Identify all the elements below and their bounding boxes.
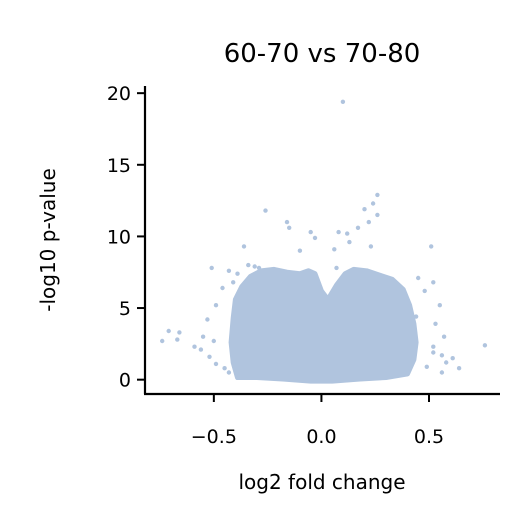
- y-tick-label: 10: [107, 226, 131, 248]
- data-point: [284, 219, 290, 225]
- data-point: [482, 343, 488, 348]
- data-point: [370, 201, 376, 206]
- data-point: [340, 99, 346, 105]
- data-point: [416, 275, 421, 281]
- data-point: [198, 347, 204, 352]
- data-point: [287, 225, 292, 230]
- data-point: [207, 354, 212, 359]
- data-point: [431, 344, 436, 349]
- data-point: [413, 314, 419, 319]
- data-point: [160, 338, 165, 344]
- data-point: [334, 265, 339, 271]
- data-point: [308, 229, 313, 235]
- data-point: [177, 330, 182, 335]
- data-point: [256, 265, 262, 271]
- data-point: [444, 360, 449, 365]
- data-point: [209, 265, 214, 271]
- data-point: [375, 192, 380, 198]
- x-axis-label: log2 fold change: [238, 470, 405, 494]
- data-point: [252, 264, 257, 269]
- chart-title: 60-70 vs 70-80: [224, 39, 421, 69]
- data-point: [431, 350, 436, 355]
- data-point: [345, 231, 350, 236]
- y-tick-label: 20: [107, 83, 131, 105]
- data-point: [439, 353, 445, 358]
- data-point: [297, 248, 303, 253]
- data-point: [222, 366, 227, 371]
- data-point: [200, 334, 206, 339]
- data-point: [355, 225, 361, 230]
- y-tick-label: 0: [119, 370, 131, 392]
- data-point: [263, 208, 268, 213]
- data-point: [241, 244, 247, 249]
- data-point: [265, 272, 270, 278]
- data-point: [332, 247, 337, 252]
- data-point: [220, 285, 225, 291]
- data-point: [429, 244, 434, 249]
- data-point: [450, 356, 455, 361]
- data-points: [160, 99, 488, 375]
- data-point: [246, 262, 251, 268]
- y-tick-label: 5: [119, 298, 131, 320]
- data-point: [347, 239, 352, 245]
- y-tick-label: 15: [107, 155, 131, 177]
- data-point: [192, 344, 197, 349]
- point-cloud: [228, 266, 419, 384]
- data-point: [226, 370, 232, 375]
- data-point: [424, 364, 429, 369]
- y-axis-label: -log10 p-value: [36, 168, 60, 312]
- data-point: [226, 268, 232, 273]
- x-axis-ticks: −0.5 0.0 0.5: [191, 394, 444, 448]
- x-tick-label: 0.5: [414, 426, 444, 448]
- data-point: [360, 268, 365, 273]
- data-point: [213, 361, 219, 367]
- data-point: [336, 229, 341, 235]
- data-point: [231, 280, 236, 285]
- y-axis-ticks: 0 5 10 15 20: [107, 83, 145, 392]
- dense-point-region: [228, 266, 419, 384]
- data-point: [175, 337, 180, 342]
- data-point: [368, 244, 374, 249]
- data-point: [235, 271, 240, 276]
- data-point: [366, 219, 371, 225]
- data-point: [213, 303, 219, 308]
- data-point: [166, 328, 171, 334]
- data-point: [375, 212, 380, 218]
- data-point: [433, 321, 438, 326]
- data-point: [362, 207, 367, 212]
- data-point: [441, 334, 447, 339]
- data-point: [422, 288, 427, 294]
- x-tick-label: −0.5: [191, 426, 237, 448]
- data-point: [439, 370, 445, 375]
- data-point: [456, 366, 462, 371]
- data-point: [437, 303, 442, 308]
- data-point: [431, 280, 436, 285]
- data-point: [276, 274, 281, 279]
- data-point: [205, 317, 210, 322]
- data-point: [211, 338, 216, 344]
- data-point: [312, 235, 318, 241]
- x-tick-label: 0.0: [306, 426, 336, 448]
